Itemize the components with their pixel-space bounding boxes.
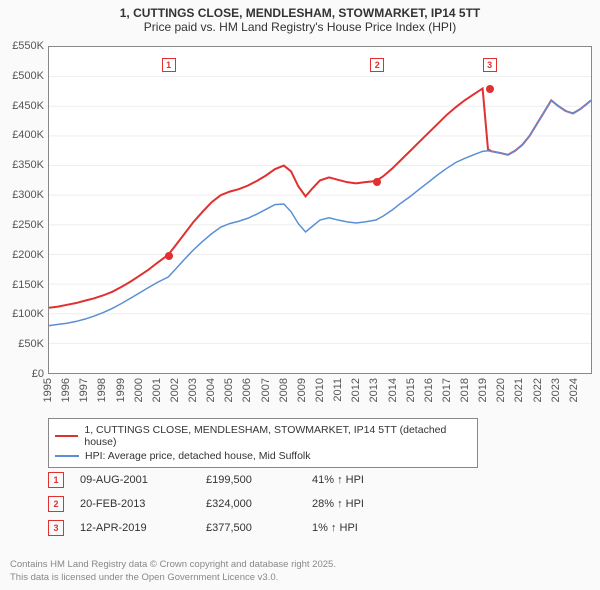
y-axis-tick-label: £200K	[0, 249, 44, 261]
sale-marker-dot	[373, 178, 381, 186]
sale-marker-box: 3	[483, 58, 497, 72]
x-axis-tick-label: 1996	[60, 378, 72, 402]
y-axis-tick-label: £0	[0, 368, 44, 380]
x-axis-tick-label: 1997	[78, 378, 90, 402]
y-axis-tick-label: £400K	[0, 129, 44, 141]
series-line	[49, 88, 591, 307]
x-axis-tick-label: 2017	[441, 378, 453, 402]
legend: 1, CUTTINGS CLOSE, MENDLESHAM, STOWMARKE…	[48, 418, 478, 468]
x-axis-tick-label: 2005	[223, 378, 235, 402]
sale-number-chip: 1	[48, 472, 64, 488]
sale-hpi-diff: 1% ↑ HPI	[312, 522, 412, 534]
x-axis-tick-label: 2019	[477, 378, 489, 402]
x-axis-tick-label: 1995	[42, 378, 54, 402]
x-axis-tick-label: 2008	[278, 378, 290, 402]
legend-swatch	[55, 435, 78, 437]
footer: Contains HM Land Registry data © Crown c…	[10, 559, 336, 584]
x-axis-tick-label: 2023	[550, 378, 562, 402]
sale-date: 20-FEB-2013	[80, 498, 190, 510]
sale-marker-box: 1	[162, 58, 176, 72]
sale-number-chip: 2	[48, 496, 64, 512]
sale-marker-dot	[486, 85, 494, 93]
sale-number-chip: 3	[48, 520, 64, 536]
chart-title-block: 1, CUTTINGS CLOSE, MENDLESHAM, STOWMARKE…	[0, 0, 600, 36]
x-axis-tick-label: 2006	[241, 378, 253, 402]
chart-title-line2: Price paid vs. HM Land Registry's House …	[8, 20, 592, 34]
x-axis-tick-label: 2022	[532, 378, 544, 402]
sale-price: £377,500	[206, 522, 296, 534]
x-axis-tick-label: 2007	[260, 378, 272, 402]
x-axis-tick-label: 2016	[423, 378, 435, 402]
sales-table-row: 3 12-APR-2019 £377,500 1% ↑ HPI	[48, 516, 548, 540]
sale-price: £324,000	[206, 498, 296, 510]
sale-date: 09-AUG-2001	[80, 474, 190, 486]
chart-title-line1: 1, CUTTINGS CLOSE, MENDLESHAM, STOWMARKE…	[8, 6, 592, 20]
sale-marker-dot	[165, 252, 173, 260]
sale-hpi-diff: 28% ↑ HPI	[312, 498, 412, 510]
x-axis-tick-label: 2012	[350, 378, 362, 402]
y-axis-tick-label: £100K	[0, 308, 44, 320]
x-axis-tick-label: 2020	[495, 378, 507, 402]
sale-price: £199,500	[206, 474, 296, 486]
series-line	[49, 100, 591, 325]
x-axis-tick-label: 2021	[513, 378, 525, 402]
x-axis-tick-label: 2003	[187, 378, 199, 402]
x-axis-tick-label: 2009	[296, 378, 308, 402]
plot-area: 1 2 3	[48, 46, 592, 374]
legend-label: HPI: Average price, detached house, Mid …	[85, 450, 311, 462]
sale-marker-box: 2	[370, 58, 384, 72]
x-axis-tick-label: 2002	[169, 378, 181, 402]
y-axis-tick-label: £350K	[0, 159, 44, 171]
x-axis-tick-label: 2014	[387, 378, 399, 402]
legend-swatch	[55, 455, 79, 457]
x-axis-tick-label: 1999	[115, 378, 127, 402]
y-axis-tick-label: £500K	[0, 70, 44, 82]
chart-container: 1 2 3 £0 £50K £100K £150K £200K £250K £300K £350K…	[0, 40, 600, 410]
footer-line2: This data is licensed under the Open Gov…	[10, 572, 336, 584]
x-axis-tick-label: 2024	[568, 378, 580, 402]
x-axis-tick-label: 2001	[151, 378, 163, 402]
y-axis-tick-label: £300K	[0, 189, 44, 201]
sales-table: 1 09-AUG-2001 £199,500 41% ↑ HPI 2 20-FEB-201…	[48, 468, 548, 540]
y-axis-tick-label: £550K	[0, 40, 44, 52]
x-axis-tick-label: 2015	[405, 378, 417, 402]
legend-item: HPI: Average price, detached house, Mid …	[55, 449, 471, 463]
y-axis-tick-label: £250K	[0, 219, 44, 231]
x-axis-tick-label: 2011	[332, 378, 344, 402]
sale-hpi-diff: 41% ↑ HPI	[312, 474, 412, 486]
y-axis-tick-label: £150K	[0, 279, 44, 291]
sale-date: 12-APR-2019	[80, 522, 190, 534]
sales-table-row: 2 20-FEB-2013 £324,000 28% ↑ HPI	[48, 492, 548, 516]
x-axis-tick-label: 2000	[133, 378, 145, 402]
legend-item: 1, CUTTINGS CLOSE, MENDLESHAM, STOWMARKE…	[55, 423, 471, 449]
x-axis-tick-label: 2004	[205, 378, 217, 402]
sales-table-row: 1 09-AUG-2001 £199,500 41% ↑ HPI	[48, 468, 548, 492]
footer-line1: Contains HM Land Registry data © Crown c…	[10, 559, 336, 571]
y-axis-tick-label: £50K	[0, 338, 44, 350]
chart-svg	[49, 47, 591, 373]
x-axis-tick-label: 2018	[459, 378, 471, 402]
legend-label: 1, CUTTINGS CLOSE, MENDLESHAM, STOWMARKE…	[84, 424, 471, 448]
x-axis-tick-label: 2010	[314, 378, 326, 402]
x-axis-tick-label: 1998	[96, 378, 108, 402]
y-axis-tick-label: £450K	[0, 100, 44, 112]
x-axis-tick-label: 2013	[368, 378, 380, 402]
